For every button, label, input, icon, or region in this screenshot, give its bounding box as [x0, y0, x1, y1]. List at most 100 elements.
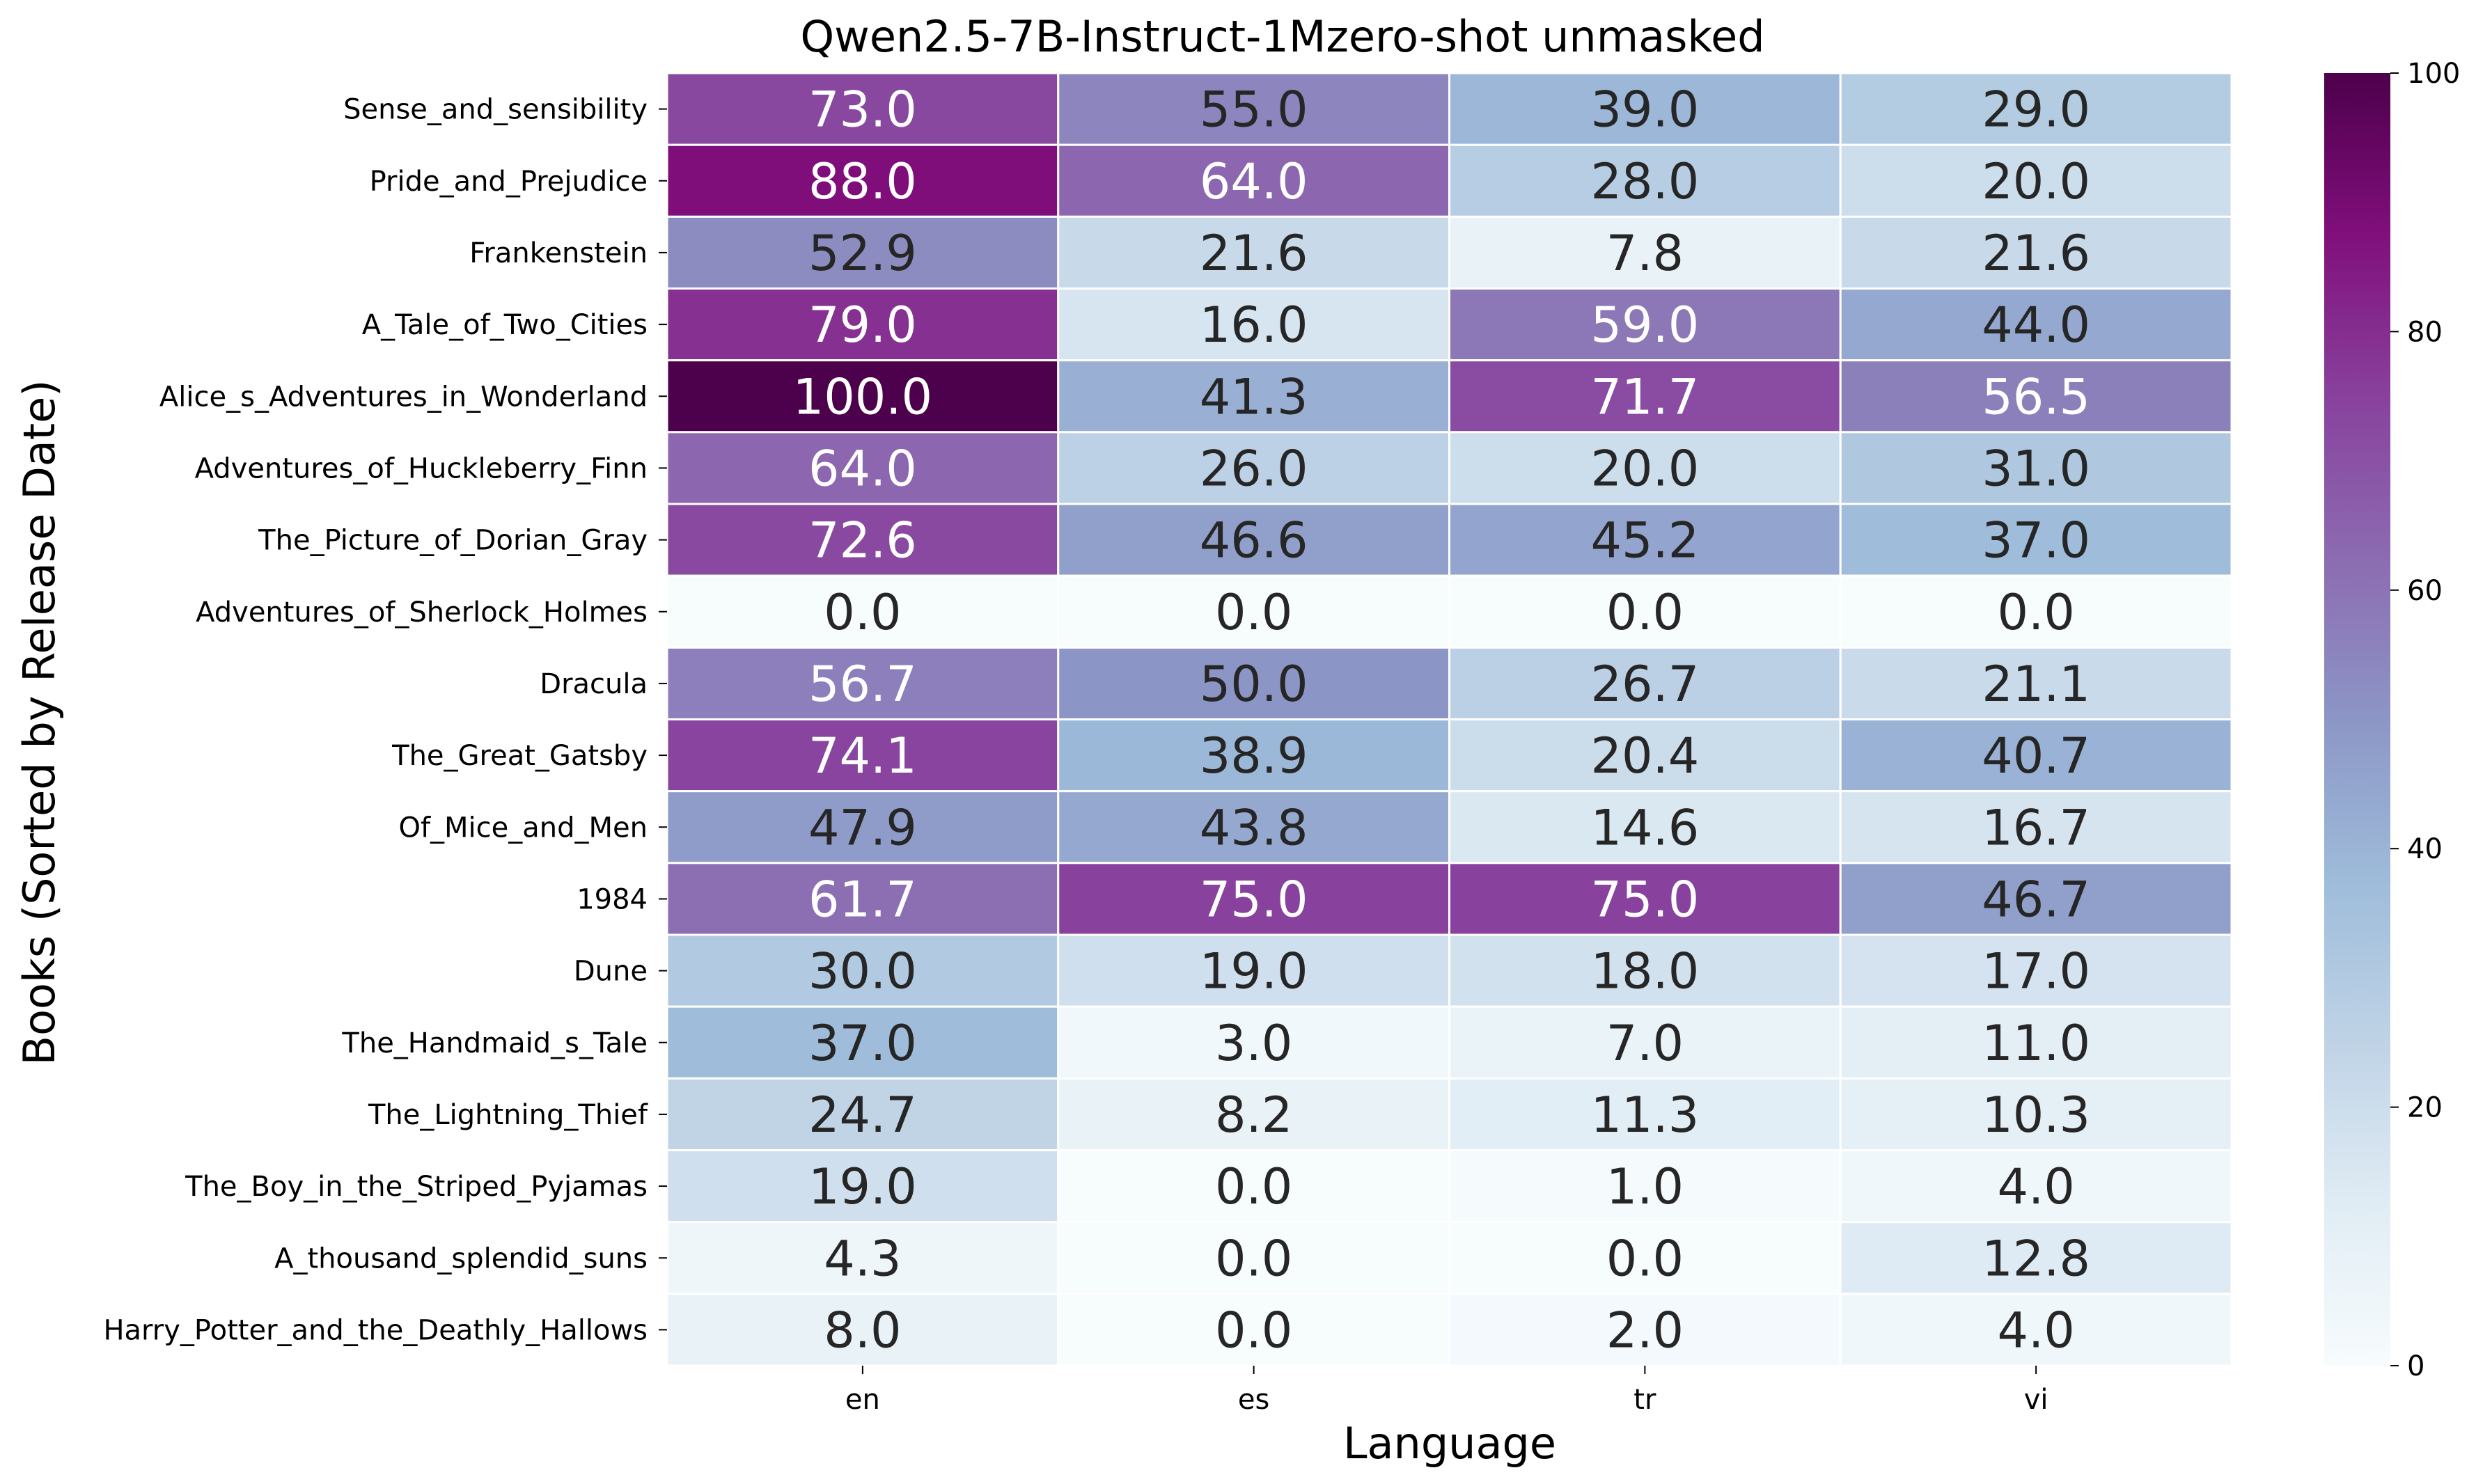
- cell-value-label: 64.0: [1200, 153, 1308, 210]
- cell-value-label: 56.7: [808, 656, 917, 713]
- y-tick-label: Sense_and_sensibility: [343, 94, 648, 126]
- heatmap-cell: [1448, 718, 1842, 793]
- heatmap-cell: [1839, 1149, 2233, 1224]
- cell-value-label: 8.2: [1215, 1087, 1292, 1144]
- x-tick-labels: en es tr vi: [845, 1366, 2048, 1416]
- cell-value-label: 61.7: [808, 871, 917, 928]
- cell-value-label: 26.0: [1200, 440, 1308, 497]
- cell-value-label: 19.0: [1200, 943, 1308, 1000]
- heatmap-cell: [1448, 431, 1842, 505]
- cell-value-label: 73.0: [808, 81, 917, 139]
- chart-title: Qwen2.5-7B-Instruct-1Mzero-shot unmasked: [800, 11, 1764, 62]
- heatmap-cell: [1839, 646, 2233, 720]
- cell-value-label: 79.0: [808, 297, 917, 354]
- y-tick-label: Harry_Potter_and_the_Deathly_Hallows: [103, 1314, 648, 1346]
- heatmap-cell: [1839, 431, 2233, 505]
- cell-value-label: 0.0: [1215, 1158, 1292, 1215]
- heatmap-cell: [1448, 503, 1842, 577]
- heatmap-cell: [1839, 215, 2233, 290]
- heatmap-cell: [666, 862, 1060, 936]
- cell-value-label: 12.8: [1982, 1230, 2090, 1287]
- cell-value-label: 50.0: [1200, 656, 1308, 713]
- heatmap-cell: [1448, 933, 1842, 1008]
- heatmap-cell: [1839, 790, 2233, 865]
- cell-value-label: 30.0: [808, 943, 917, 1000]
- heatmap-cell: [1839, 143, 2233, 218]
- y-tick-label: Of_Mice_and_Men: [398, 812, 648, 844]
- heatmap-cell: [1839, 933, 2233, 1008]
- cell-value-label: 100.0: [793, 368, 932, 425]
- heatmap-cell: [1839, 359, 2233, 434]
- cell-value-label: 26.7: [1590, 656, 1699, 713]
- cell-value-label: 47.9: [808, 799, 917, 856]
- cell-value-label: 40.7: [1982, 727, 2090, 784]
- heatmap-cell: [1448, 1005, 1842, 1080]
- heatmap-cell: [1057, 1005, 1450, 1080]
- heatmap-cell: [666, 933, 1060, 1008]
- y-tick-label: The_Boy_in_the_Striped_Pyjamas: [185, 1171, 648, 1203]
- heatmap-cell: [666, 718, 1060, 793]
- cell-value-label: 0.0: [1997, 584, 2074, 641]
- cell-value-label: 0.0: [1215, 584, 1292, 641]
- heatmap-cell: [1448, 1077, 1842, 1152]
- cell-value-label: 43.8: [1200, 799, 1308, 856]
- heatmap-cell: [1448, 1221, 1842, 1295]
- heatmap-cell: [1448, 359, 1842, 434]
- cell-value-label: 0.0: [1215, 1302, 1292, 1359]
- y-tick-label: A_Tale_of_Two_Cities: [362, 309, 648, 341]
- cell-value-label: 72.6: [808, 512, 917, 569]
- cell-value-label: 1.0: [1606, 1158, 1684, 1215]
- y-tick-label: The_Great_Gatsby: [391, 740, 648, 772]
- heatmap-cell: [1057, 359, 1450, 434]
- heatmap-cell: [666, 72, 1060, 146]
- heatmap-cell: [1839, 72, 2233, 146]
- x-tick-label: en: [845, 1384, 880, 1416]
- heatmap-cell: [1057, 1221, 1450, 1295]
- y-tick-labels: Sense_and_sensibility Pride_and_Prejudice…: [103, 94, 667, 1346]
- colorbar-gradient: [2324, 73, 2390, 1366]
- heatmap-cell: [1839, 503, 2233, 577]
- heatmap-cell: [1839, 1005, 2233, 1080]
- heatmap-cell: [1057, 431, 1450, 505]
- x-tick-label: vi: [2024, 1384, 2048, 1416]
- cell-value-label: 20.0: [1590, 440, 1699, 497]
- heatmap-cell: [1448, 862, 1842, 936]
- cell-value-label: 28.0: [1590, 153, 1699, 210]
- cell-value-label: 19.0: [808, 1158, 917, 1215]
- cell-value-label: 0.0: [1606, 584, 1684, 641]
- heatmap-cell: [666, 1149, 1060, 1224]
- cell-value-label: 37.0: [808, 1015, 917, 1072]
- cell-value-label: 21.1: [1982, 656, 2090, 713]
- colorbar-tick-label: 80: [2407, 316, 2443, 348]
- cell-value-label: 14.6: [1590, 799, 1699, 856]
- heatmap-cell: [1057, 1293, 1450, 1367]
- cell-value-label: 20.4: [1590, 727, 1699, 784]
- cell-value-label: 2.0: [1606, 1302, 1684, 1359]
- cell-value-label: 18.0: [1590, 943, 1699, 1000]
- heatmap-cell: [1057, 287, 1450, 362]
- cell-value-label: 16.7: [1982, 799, 2090, 856]
- cell-value-label: 71.7: [1590, 368, 1699, 425]
- x-axis-label: Language: [1343, 1418, 1556, 1469]
- heatmap-cell: [1448, 72, 1842, 146]
- colorbar-tick-label: 100: [2407, 58, 2460, 90]
- cell-value-label: 11.3: [1590, 1087, 1699, 1144]
- cell-value-label: 0.0: [824, 584, 901, 641]
- cell-value-label: 38.9: [1200, 727, 1308, 784]
- heatmap-cell: [1839, 1293, 2233, 1367]
- cell-value-label: 88.0: [808, 153, 917, 210]
- heatmap-cell: [1448, 574, 1842, 649]
- y-tick-label: Adventures_of_Sherlock_Holmes: [196, 597, 648, 629]
- cell-value-label: 74.1: [808, 727, 917, 784]
- heatmap-cell: [1057, 862, 1450, 936]
- heatmap-cell: [666, 574, 1060, 649]
- cell-value-label: 44.0: [1982, 297, 2090, 354]
- heatmap-cell: [1839, 287, 2233, 362]
- x-tick-label: tr: [1633, 1384, 1656, 1416]
- y-axis-label: Books (Sorted by Release Date): [14, 380, 65, 1066]
- heatmap-cell: [1448, 790, 1842, 865]
- heatmap-cell: [1839, 1221, 2233, 1295]
- cell-value-label: 10.3: [1982, 1087, 2090, 1144]
- cell-value-label: 75.0: [1200, 871, 1308, 928]
